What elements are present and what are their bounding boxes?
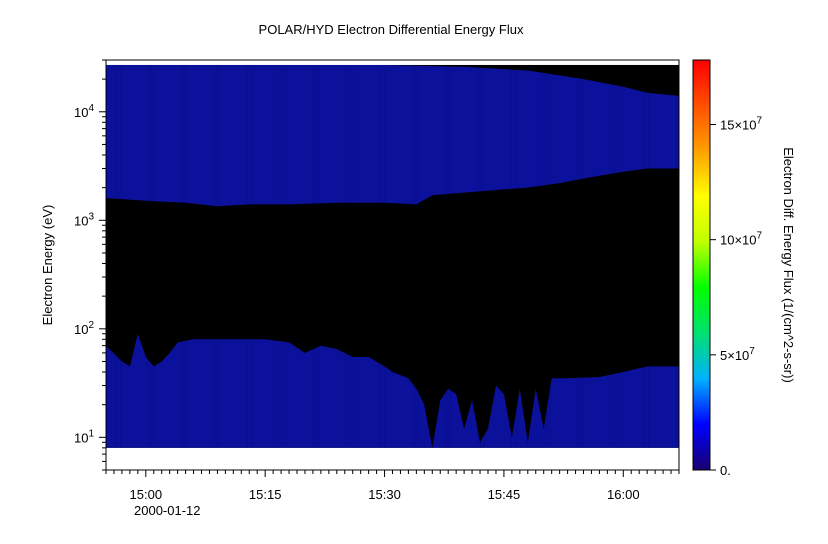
x-tick-label: 15:00 <box>130 487 163 502</box>
x-tick-label: 16:00 <box>607 487 640 502</box>
colorbar-scale <box>692 59 711 471</box>
x-tick-label: 15:45 <box>488 487 521 502</box>
y-axis: 101 102 103 104 <box>74 59 106 471</box>
upper-energy-band <box>106 65 679 207</box>
x-axis: 15:00 15:15 15:30 15:45 16:00 <box>105 470 680 502</box>
chart-title: POLAR/HYD Electron Differential Energy F… <box>259 22 524 37</box>
x-tick-label: 15:15 <box>249 487 282 502</box>
colorbar: 0. 5×107 10×107 15×107 <box>692 59 763 478</box>
y-tick-label: 103 <box>74 211 94 228</box>
y-axis-title: Electron Energy (eV) <box>40 205 55 326</box>
y-tick-label: 104 <box>74 103 94 120</box>
lower-energy-band <box>106 333 679 448</box>
colorbar-title: Electron Diff. Energy Flux (1/(cm^2-s-sr… <box>781 147 796 383</box>
colorbar-tick-label: 15×107 <box>720 115 763 132</box>
plot-area <box>106 64 679 448</box>
y-tick-label: 101 <box>74 428 94 445</box>
y-tick-label: 102 <box>74 320 94 337</box>
x-tick-label: 15:30 <box>368 487 401 502</box>
colorbar-tick-label: 0. <box>720 463 731 478</box>
x-axis-date-label: 2000-01-12 <box>134 503 201 518</box>
colorbar-tick-label: 10×107 <box>720 231 763 248</box>
colorbar-tick-label: 5×107 <box>720 346 755 363</box>
